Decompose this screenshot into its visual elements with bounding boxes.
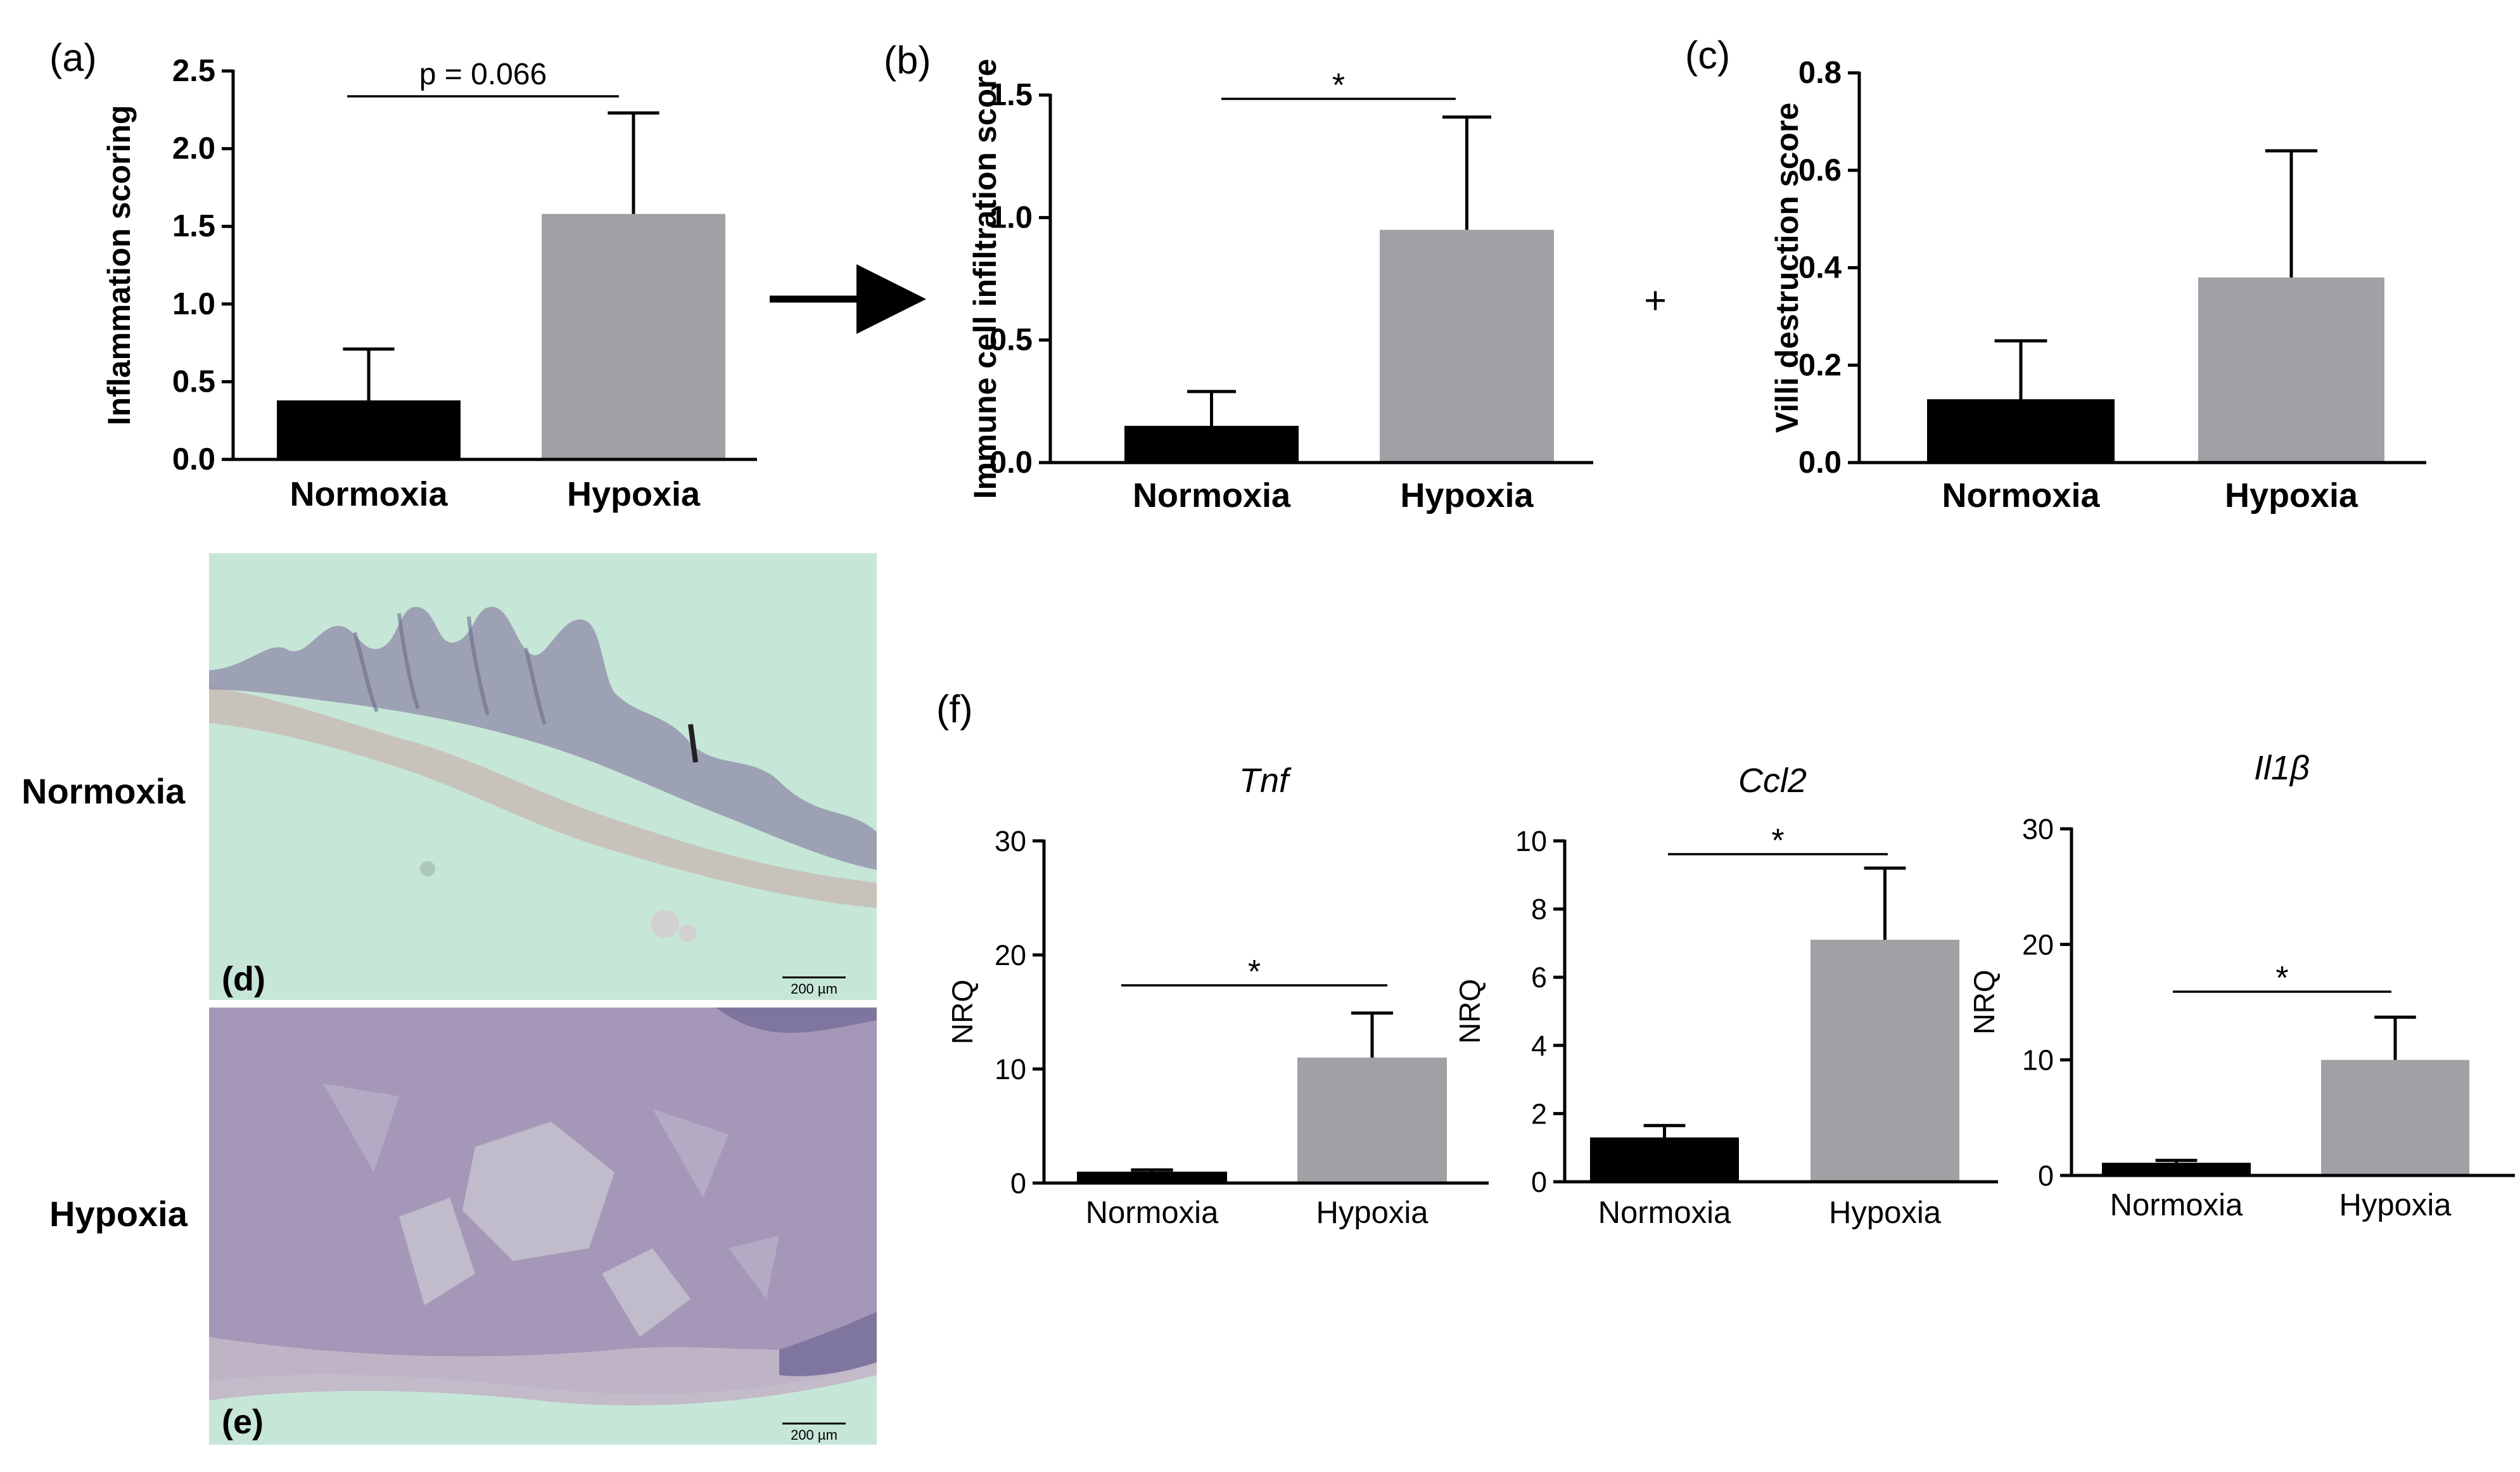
bar-normoxia: [2102, 1162, 2251, 1175]
bar-hypoxia: [2198, 277, 2384, 463]
y-axis-label: NRQ: [1968, 970, 2001, 1034]
chart-c: 0.0 0.2 0.4 0.6 0.8 Normoxia Hypoxia Villi dest…: [1769, 56, 2426, 515]
x-category-label: Normoxia: [290, 475, 448, 513]
x-category-label: Hypoxia: [1316, 1196, 1429, 1230]
y-tick-label: 8: [1531, 893, 1547, 926]
chart-title: Ccl2: [1738, 762, 1807, 800]
micrograph-normoxia: (d) 200 µm: [209, 553, 877, 1000]
chart-title: Il1β: [2254, 749, 2310, 787]
bar-normoxia: [277, 400, 461, 459]
bar-hypoxia: [1380, 229, 1554, 463]
micrograph-hypoxia: (e) 200 µm: [209, 1008, 877, 1445]
row-label-hypoxia: Hypoxia: [49, 1194, 188, 1234]
y-tick-label: 20: [995, 939, 1026, 971]
x-category-label: Hypoxia: [2225, 477, 2358, 515]
y-tick-label: 0.8: [1798, 56, 1842, 90]
x-category-label: Normoxia: [1598, 1196, 1731, 1230]
significance-label: *: [2275, 960, 2288, 997]
y-tick-label: 1.0: [172, 287, 215, 321]
x-category-label: Normoxia: [1942, 477, 2100, 515]
chart-f2: 0 2 4 6 8 10 Normoxia Hypoxia NRQ Ccl2 *: [1453, 762, 1998, 1230]
y-tick-label: 2.5: [172, 54, 215, 88]
chart-b: 0.0 0.5 1.0 1.5 Normoxia Hypoxia Immune cell i…: [967, 59, 1593, 515]
plus-sign: +: [1644, 279, 1667, 322]
bar-hypoxia: [1297, 1058, 1447, 1183]
bar-normoxia: [1927, 399, 2115, 463]
y-axis-label: NRQ: [1453, 979, 1486, 1044]
bar-normoxia: [1590, 1137, 1739, 1182]
y-tick-label: 0: [2038, 1160, 2054, 1192]
panel-label-b: (b): [884, 39, 931, 82]
y-axis-label: Villi destruction score: [1769, 103, 1805, 433]
chart-f1: 0 10 20 30 Normoxia Hypoxia NRQ Tnf *: [946, 762, 1489, 1230]
bar-normoxia: [1124, 426, 1299, 463]
panel-label-c: (c): [1685, 34, 1730, 77]
panel-label-f: (f): [936, 688, 973, 731]
y-tick-label: 0.0: [990, 445, 1033, 480]
scalebar-label-d: 200 µm: [791, 981, 837, 997]
micrograph-hypoxia-image: (e) 200 µm: [209, 1008, 877, 1445]
significance-label: *: [1248, 954, 1261, 990]
bar-hypoxia: [2321, 1059, 2469, 1175]
y-tick-label: 1.0: [990, 200, 1033, 234]
y-tick-label: 20: [2022, 928, 2054, 961]
bar-hypoxia: [542, 214, 725, 459]
y-tick-label: 10: [995, 1053, 1026, 1085]
chart-title: Tnf: [1239, 762, 1292, 800]
y-tick-label: 6: [1531, 961, 1547, 994]
x-category-label: Hypoxia: [567, 475, 701, 513]
chart-a: 0.0 0.5 1.0 1.5 2.0 2.5 Normoxia Hypoxia Inflamm…: [101, 54, 757, 513]
significance-label: *: [1332, 67, 1345, 104]
y-tick-label: 1.5: [990, 78, 1033, 112]
panel-label-a: (a): [49, 36, 97, 79]
y-tick-label: 0: [1531, 1166, 1547, 1198]
x-category-label: Hypoxia: [1829, 1196, 1942, 1230]
y-axis-label: Immune cell infiltration score: [967, 59, 1003, 499]
chart-f3: 0 10 20 30 Normoxia Hypoxia NRQ Il1β *: [1968, 749, 2515, 1222]
significance-label: p = 0.066: [419, 58, 547, 91]
y-tick-label: 0.5: [172, 364, 215, 399]
y-tick-label: 30: [995, 825, 1026, 857]
y-tick-label: 0.4: [1798, 251, 1842, 285]
y-axis-label: NRQ: [946, 980, 979, 1044]
y-tick-label: 0.5: [990, 323, 1033, 357]
y-tick-label: 10: [1515, 825, 1547, 857]
y-tick-label: 4: [1531, 1030, 1547, 1062]
micrograph-normoxia-image: (d) 200 µm: [209, 553, 877, 1000]
x-category-label: Normoxia: [1133, 477, 1291, 515]
y-tick-label: 10: [2022, 1044, 2054, 1077]
bar-normoxia: [1077, 1172, 1227, 1183]
y-tick-label: 30: [2022, 813, 2054, 845]
x-category-label: Hypoxia: [1400, 477, 1534, 515]
y-tick-label: 0.6: [1798, 153, 1842, 188]
x-category-label: Hypoxia: [2339, 1188, 2452, 1222]
y-tick-label: 0: [1010, 1167, 1026, 1200]
bar-hypoxia: [1810, 940, 1959, 1182]
panel-label-e: (e): [222, 1403, 264, 1441]
x-category-label: Normoxia: [2110, 1188, 2243, 1222]
y-axis-label: Inflammation scoring: [101, 105, 137, 426]
y-tick-label: 0.0: [1798, 445, 1842, 480]
y-tick-label: 2: [1531, 1098, 1547, 1130]
y-tick-label: 2.0: [172, 132, 215, 166]
x-category-label: Normoxia: [1086, 1196, 1219, 1230]
y-tick-label: 0.2: [1798, 348, 1842, 382]
scalebar-label-e: 200 µm: [791, 1427, 837, 1443]
panel-label-d: (d): [222, 960, 265, 998]
row-label-normoxia: Normoxia: [22, 771, 186, 811]
y-tick-label: 1.5: [172, 209, 215, 243]
significance-label: *: [1771, 822, 1784, 859]
y-tick-label: 0.0: [172, 442, 215, 477]
